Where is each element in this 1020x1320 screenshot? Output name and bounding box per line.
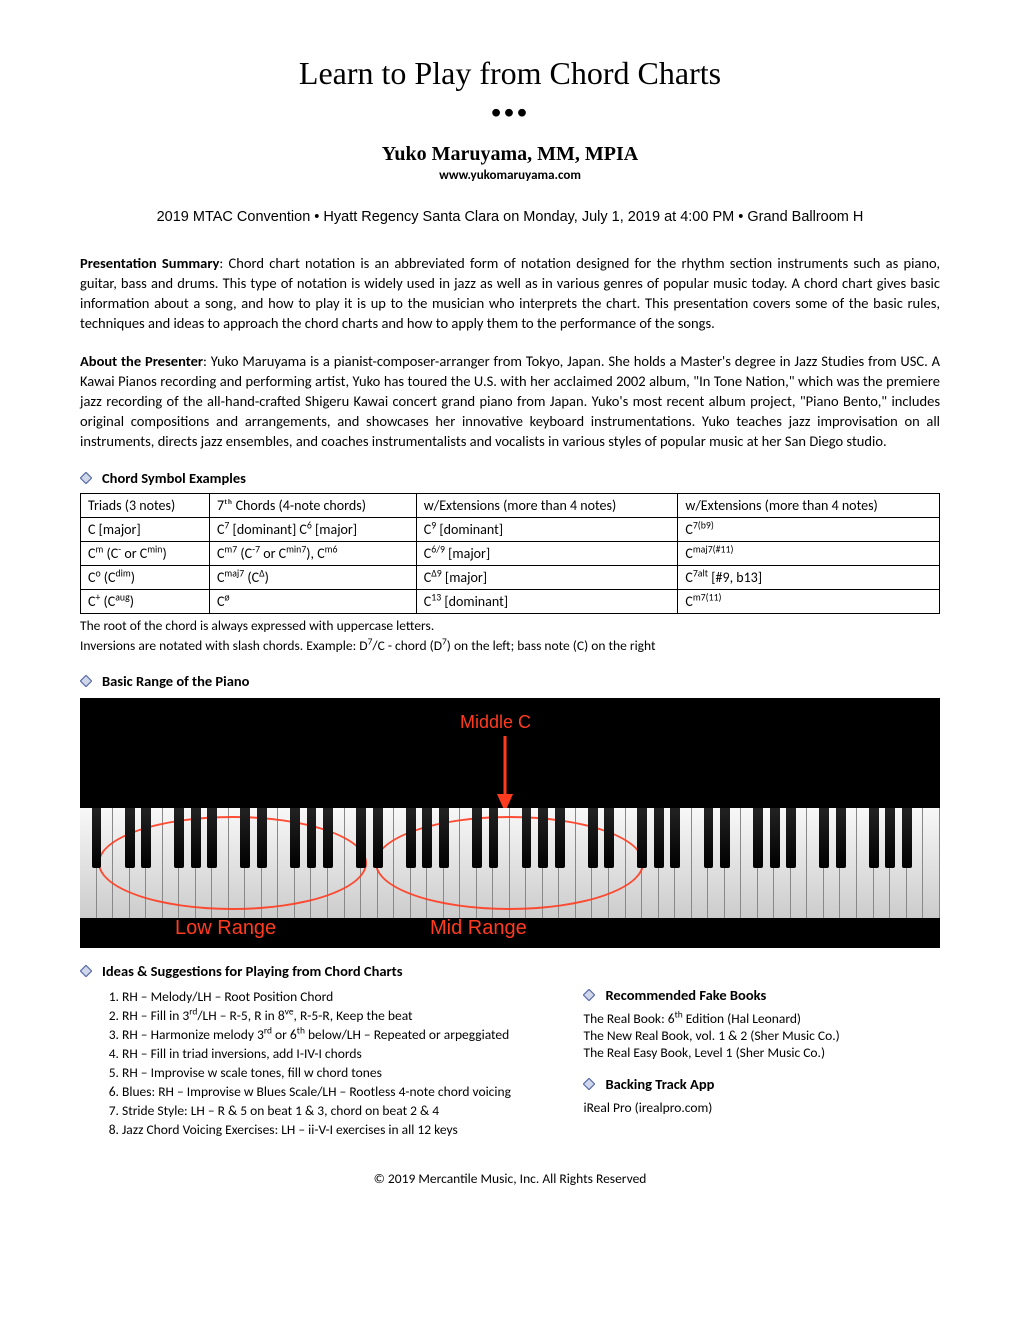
ideas-list: RH – Melody/LH – Root Position Chord RH … [80,988,543,1138]
th: Triads (3 notes) [81,494,210,518]
page-title: Learn to Play from Chord Charts [80,55,940,92]
table-row: Cm (C- or Cmin) Cm7 (C-7 or Cmin7), Cm6 … [81,542,940,566]
list-item: RH – Fill in triad inversions, add I-IV-… [122,1045,543,1062]
diamond-icon [583,1078,595,1090]
th: 7ᵗʰ Chords (4-note chords) [209,494,416,518]
section-label: Backing Track App [605,1075,714,1093]
ideas-column: RH – Melody/LH – Root Position Chord RH … [80,986,543,1140]
section-label: Recommended Fake Books [605,986,766,1004]
td: Cm (C- or Cmin) [81,542,210,566]
book-item: The Real Book: 6th Edition (Hal Leonard) [583,1010,940,1027]
book-item: The New Real Book, vol. 1 & 2 (Sher Musi… [583,1027,940,1044]
td: C7alt [#9, b13] [678,566,940,590]
td: Cmaj7(#11) [678,542,940,566]
diamond-icon [583,989,595,1001]
table-row: Co (Cdim) Cmaj7 (CΔ) CΔ9 [major] C7alt [… [81,566,940,590]
table-header-row: Triads (3 notes) 7ᵗʰ Chords (4-note chor… [81,494,940,518]
list-item: Stride Style: LH – R & 5 on beat 1 & 3, … [122,1102,543,1119]
section-label: Basic Range of the Piano [102,672,249,690]
td: Cm7 (C-7 or Cmin7), Cm6 [209,542,416,566]
section-app: Backing Track App [583,1075,940,1093]
diamond-icon [80,675,92,687]
section-range: Basic Range of the Piano [80,672,940,690]
list-item: Blues: RH – Improvise w Blues Scale/LH –… [122,1083,543,1100]
section-ideas: Ideas & Suggestions for Playing from Cho… [80,962,940,980]
list-item: RH – Fill in 3rd/LH – R-5, R in 8ve, R-5… [122,1007,543,1024]
td: Cø [209,590,416,614]
table-row: C+ (Caug) Cø C13 [dominant] Cm7(11) [81,590,940,614]
middle-c-label: Middle C [460,712,531,733]
td: Co (Cdim) [81,566,210,590]
th: w/Extensions (more than 4 notes) [416,494,678,518]
diamond-icon [80,472,92,484]
author-website: www.yukomaruyama.com [80,168,940,183]
about-text: : Yuko Maruyama is a pianist-composer-ar… [80,352,940,450]
author-name: Yuko Maruyama, MM, MPIA [80,143,940,166]
list-item: RH – Harmonize melody 3rd or 6th below/L… [122,1026,543,1043]
about-paragraph: About the Presenter: Yuko Maruyama is a … [80,351,940,451]
footer-copyright: © 2019 Mercantile Music, Inc. All Rights… [80,1170,940,1187]
about-label: About the Presenter [80,352,203,370]
event-info: 2019 MTAC Convention • Hyatt Regency San… [80,209,940,225]
td: Cm7(11) [678,590,940,614]
td: C13 [dominant] [416,590,678,614]
chord-table: Triads (3 notes) 7ᵗʰ Chords (4-note chor… [80,493,940,614]
table-note-2: Inversions are notated with slash chords… [80,637,940,654]
section-books: Recommended Fake Books [583,986,940,1004]
books-list: The Real Book: 6th Edition (Hal Leonard)… [583,1010,940,1061]
list-item: RH – Melody/LH – Root Position Chord [122,988,543,1005]
th: w/Extensions (more than 4 notes) [678,494,940,518]
mid-range-label: Mid Range [430,917,527,940]
summary-paragraph: Presentation Summary: Chord chart notati… [80,253,940,333]
td: C7(b9) [678,518,940,542]
title-dots: ••• [80,98,940,125]
table-row: C [major] C7 [dominant] C6 [major] C9 [d… [81,518,940,542]
td: Cmaj7 (CΔ) [209,566,416,590]
diamond-icon [80,965,92,977]
app-text: iReal Pro (irealpro.com) [583,1099,940,1116]
summary-label: Presentation Summary [80,254,219,272]
td: C+ (Caug) [81,590,210,614]
td: C9 [dominant] [416,518,678,542]
table-note-1: The root of the chord is always expresse… [80,617,940,634]
section-chord-examples: Chord Symbol Examples [80,469,940,487]
td: C [major] [81,518,210,542]
section-label: Chord Symbol Examples [102,469,246,487]
book-item: The Real Easy Book, Level 1 (Sher Music … [583,1044,940,1061]
piano-graphic: Middle C Low Range Mid Range [80,698,940,948]
columns-layout: RH – Melody/LH – Root Position Chord RH … [80,986,940,1140]
td: CΔ9 [major] [416,566,678,590]
low-range-label: Low Range [175,917,276,940]
list-item: Jazz Chord Voicing Exercises: LH – ii-V-… [122,1121,543,1138]
books-column: Recommended Fake Books The Real Book: 6t… [583,986,940,1140]
section-label: Ideas & Suggestions for Playing from Cho… [102,962,403,980]
td: C7 [dominant] C6 [major] [209,518,416,542]
middle-c-arrow-icon [495,736,515,819]
td: C6/9 [major] [416,542,678,566]
list-item: RH – Improvise w scale tones, fill w cho… [122,1064,543,1081]
